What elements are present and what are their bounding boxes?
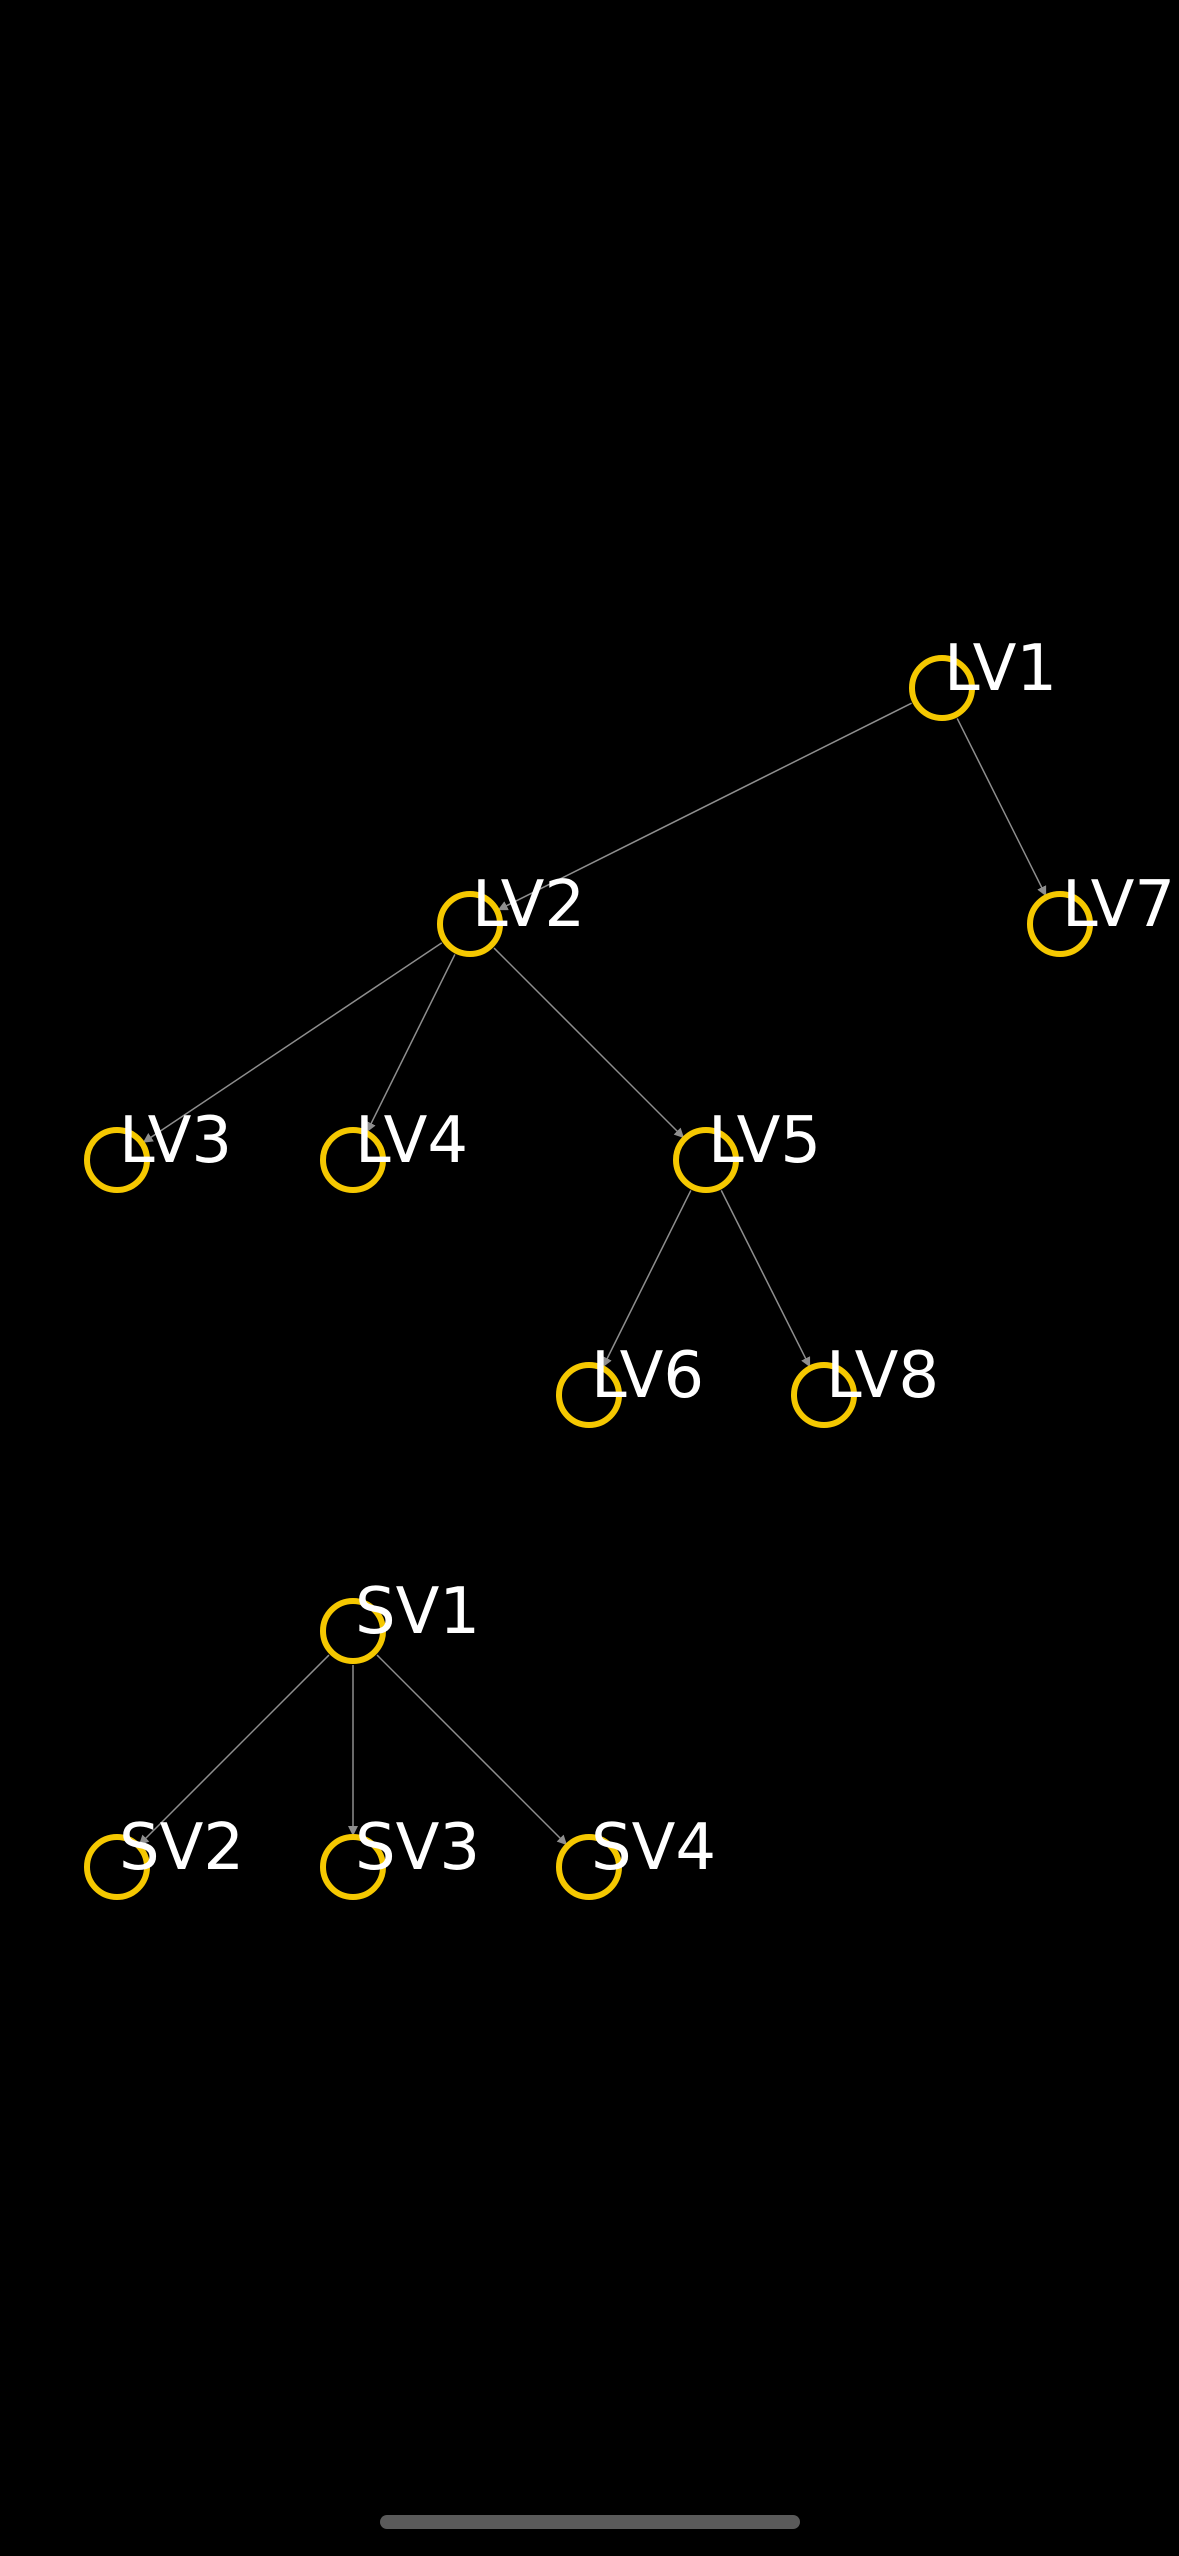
node-lv4[interactable]: LV4 bbox=[320, 1104, 468, 1193]
node-label-sv2: SV2 bbox=[119, 1811, 244, 1885]
node-label-lv4: LV4 bbox=[355, 1104, 468, 1178]
edge-lv5-lv6 bbox=[602, 1190, 692, 1368]
edge-sv1-sv2 bbox=[138, 1654, 330, 1846]
node-label-lv8: LV8 bbox=[826, 1339, 939, 1413]
node-lv6[interactable]: LV6 bbox=[556, 1339, 704, 1428]
edge-lv1-lv7 bbox=[956, 718, 1047, 897]
node-circle-lv4[interactable] bbox=[320, 1127, 386, 1193]
node-circle-lv6[interactable] bbox=[556, 1362, 622, 1428]
node-lv8[interactable]: LV8 bbox=[791, 1339, 939, 1428]
node-sv1[interactable]: SV1 bbox=[320, 1575, 480, 1664]
node-sv3[interactable]: SV3 bbox=[320, 1811, 480, 1900]
edge-lv2-lv4 bbox=[366, 954, 456, 1133]
node-circle-sv1[interactable] bbox=[320, 1598, 386, 1664]
node-circle-lv2[interactable] bbox=[437, 891, 503, 957]
node-lv7[interactable]: LV7 bbox=[1027, 868, 1175, 957]
node-label-lv2: LV2 bbox=[472, 868, 585, 942]
node-sv4[interactable]: SV4 bbox=[556, 1811, 716, 1900]
node-label-lv6: LV6 bbox=[591, 1339, 704, 1413]
node-circle-sv3[interactable] bbox=[320, 1834, 386, 1900]
node-label-lv5: LV5 bbox=[708, 1104, 821, 1178]
edge-lv2-lv5 bbox=[493, 947, 685, 1139]
node-circle-lv8[interactable] bbox=[791, 1362, 857, 1428]
edge-lv5-lv8 bbox=[720, 1190, 811, 1368]
node-lv1[interactable]: LV1 bbox=[909, 632, 1057, 721]
node-circle-lv3[interactable] bbox=[84, 1127, 150, 1193]
node-circle-lv5[interactable] bbox=[673, 1127, 739, 1193]
node-lv2[interactable]: LV2 bbox=[437, 868, 585, 957]
node-label-sv4: SV4 bbox=[591, 1811, 716, 1885]
node-lv5[interactable]: LV5 bbox=[673, 1104, 821, 1193]
node-label-sv1: SV1 bbox=[355, 1575, 480, 1649]
node-label-sv3: SV3 bbox=[355, 1811, 480, 1885]
edge-lv2-lv3 bbox=[142, 942, 443, 1143]
edges-layer bbox=[138, 702, 1047, 1846]
home-indicator[interactable] bbox=[380, 2515, 800, 2529]
node-circle-sv2[interactable] bbox=[84, 1834, 150, 1900]
node-label-lv1: LV1 bbox=[944, 632, 1057, 706]
node-circle-lv7[interactable] bbox=[1027, 891, 1093, 957]
node-sv2[interactable]: SV2 bbox=[84, 1811, 244, 1900]
node-circle-sv4[interactable] bbox=[556, 1834, 622, 1900]
edge-lv1-lv2 bbox=[497, 702, 912, 911]
node-label-lv3: LV3 bbox=[119, 1104, 232, 1178]
edge-sv1-sv4 bbox=[376, 1654, 568, 1846]
node-lv3[interactable]: LV3 bbox=[84, 1104, 232, 1193]
node-circle-lv1[interactable] bbox=[909, 655, 975, 721]
nodes-layer: LV1 LV2 LV7 LV3 LV4 LV5 LV6 LV8 SV1 SV2 SV3 SV4 bbox=[84, 632, 1175, 1900]
node-label-lv7: LV7 bbox=[1062, 868, 1175, 942]
